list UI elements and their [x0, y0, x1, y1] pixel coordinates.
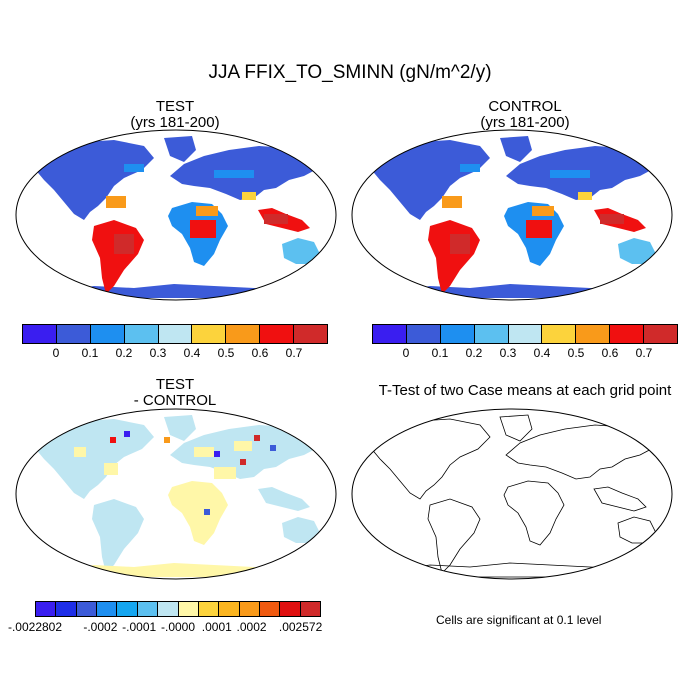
diff-colorbar-swatch [137, 602, 159, 616]
control-map [351, 129, 673, 301]
diff-colorbar-swatch [198, 602, 220, 616]
test-colorbar-tick-label: 0.4 [183, 346, 201, 360]
test-colorbar-swatch [23, 325, 57, 343]
control-colorbar-tick-label: 0.2 [465, 346, 483, 360]
ttest-panel-title: T-Test of two Case means at each grid po… [345, 383, 700, 399]
test-colorbar-tick-label: 0.6 [251, 346, 269, 360]
diff-colorbar-swatch [280, 602, 301, 616]
ttest-map [351, 408, 673, 580]
diff-colorbar-swatch [219, 602, 240, 616]
test-colorbar-swatch [90, 325, 125, 343]
test-colorbar-tick-label: 0 [52, 346, 60, 360]
diff-colorbar-swatch [117, 602, 138, 616]
diff-colorbar [35, 601, 321, 617]
control-colorbar-swatch [440, 325, 475, 343]
control-panel-title: CONTROL (yrs 181-200) [370, 99, 680, 131]
control-colorbar-tick-label: 0.6 [601, 346, 619, 360]
control-colorbar-tick-label: 0.3 [499, 346, 517, 360]
test-colorbar [22, 324, 328, 344]
diff-colorbar-swatch [178, 602, 199, 616]
test-colorbar-tick-label: 0.2 [115, 346, 133, 360]
diff-colorbar-swatch [56, 602, 77, 616]
diff-colorbar-swatch [158, 602, 179, 616]
diff-colorbar-swatch [97, 602, 118, 616]
diff-colorbar-tick-label: .0001 [201, 620, 232, 634]
test-colorbar-labels: 0 0.1 0.2 0.3 0.4 0.5 0.6 0.7 [22, 346, 328, 362]
control-colorbar-tick-label: 0.5 [567, 346, 585, 360]
test-colorbar-tick-label: 0.3 [149, 346, 167, 360]
control-colorbar [372, 324, 678, 344]
test-map [15, 129, 337, 301]
diff-map [15, 408, 337, 580]
diff-title-line1: TEST [155, 376, 195, 393]
control-colorbar-swatch [474, 325, 509, 343]
diff-colorbar-swatch [239, 602, 260, 616]
test-colorbar-tick-label: 0.7 [285, 346, 303, 360]
control-colorbar-swatch [644, 325, 678, 343]
test-colorbar-tick-label: 0.5 [217, 346, 235, 360]
control-title-line1: CONTROL [488, 98, 562, 115]
control-title-line2: (yrs 181-200) [480, 114, 570, 131]
test-colorbar-swatch [260, 325, 295, 343]
control-colorbar-tick-label: 0.1 [431, 346, 449, 360]
diff-colorbar-tick-label: -.0000 [160, 620, 196, 634]
test-colorbar-swatch [294, 325, 328, 343]
test-colorbar-tick-label: 0.1 [81, 346, 99, 360]
diff-colorbar-tick-label: .0002 [236, 620, 267, 634]
test-colorbar-swatch [226, 325, 261, 343]
diff-colorbar-swatch [76, 602, 98, 616]
diff-colorbar-labels: -.0022802 -.0002 -.0001 -.0000 .0001 .0002 .00… [8, 620, 323, 636]
diff-title-line2: - CONTROL [133, 392, 217, 409]
control-colorbar-tick-label: 0.7 [635, 346, 653, 360]
test-title-line1: TEST [155, 98, 195, 115]
diff-colorbar-tick-label: .002572 [278, 620, 323, 634]
figure-title: JJA FFIX_TO_SMINN (gN/m^2/y) [208, 62, 492, 83]
test-colorbar-swatch [124, 325, 159, 343]
control-colorbar-swatch [508, 325, 543, 343]
control-colorbar-swatch [542, 325, 577, 343]
diff-colorbar-swatch [259, 602, 281, 616]
diff-colorbar-tick-label: -.0002 [83, 620, 118, 634]
control-colorbar-swatch [576, 325, 611, 343]
ttest-title-line1: T-Test of two Case means at each grid po… [378, 382, 672, 399]
control-colorbar-swatch [406, 325, 441, 343]
test-panel-title: TEST (yrs 181-200) [20, 99, 330, 131]
diff-colorbar-swatch [300, 602, 321, 616]
control-colorbar-tick-label: 0 [402, 346, 410, 360]
control-colorbar-labels: 0 0.1 0.2 0.3 0.4 0.5 0.6 0.7 [372, 346, 678, 362]
diff-colorbar-swatch [36, 602, 57, 616]
significance-note: Cells are significant at 0.1 level [436, 613, 602, 627]
diff-colorbar-tick-label: -.0022802 [7, 620, 63, 634]
diff-panel-title: TEST - CONTROL [20, 377, 330, 409]
test-title-line2: (yrs 181-200) [130, 114, 220, 131]
diff-colorbar-tick-label: -.0001 [122, 620, 157, 634]
control-colorbar-swatch [373, 325, 407, 343]
test-colorbar-swatch [56, 325, 91, 343]
test-colorbar-swatch [192, 325, 227, 343]
test-colorbar-swatch [158, 325, 193, 343]
control-colorbar-swatch [610, 325, 645, 343]
control-colorbar-tick-label: 0.4 [533, 346, 551, 360]
